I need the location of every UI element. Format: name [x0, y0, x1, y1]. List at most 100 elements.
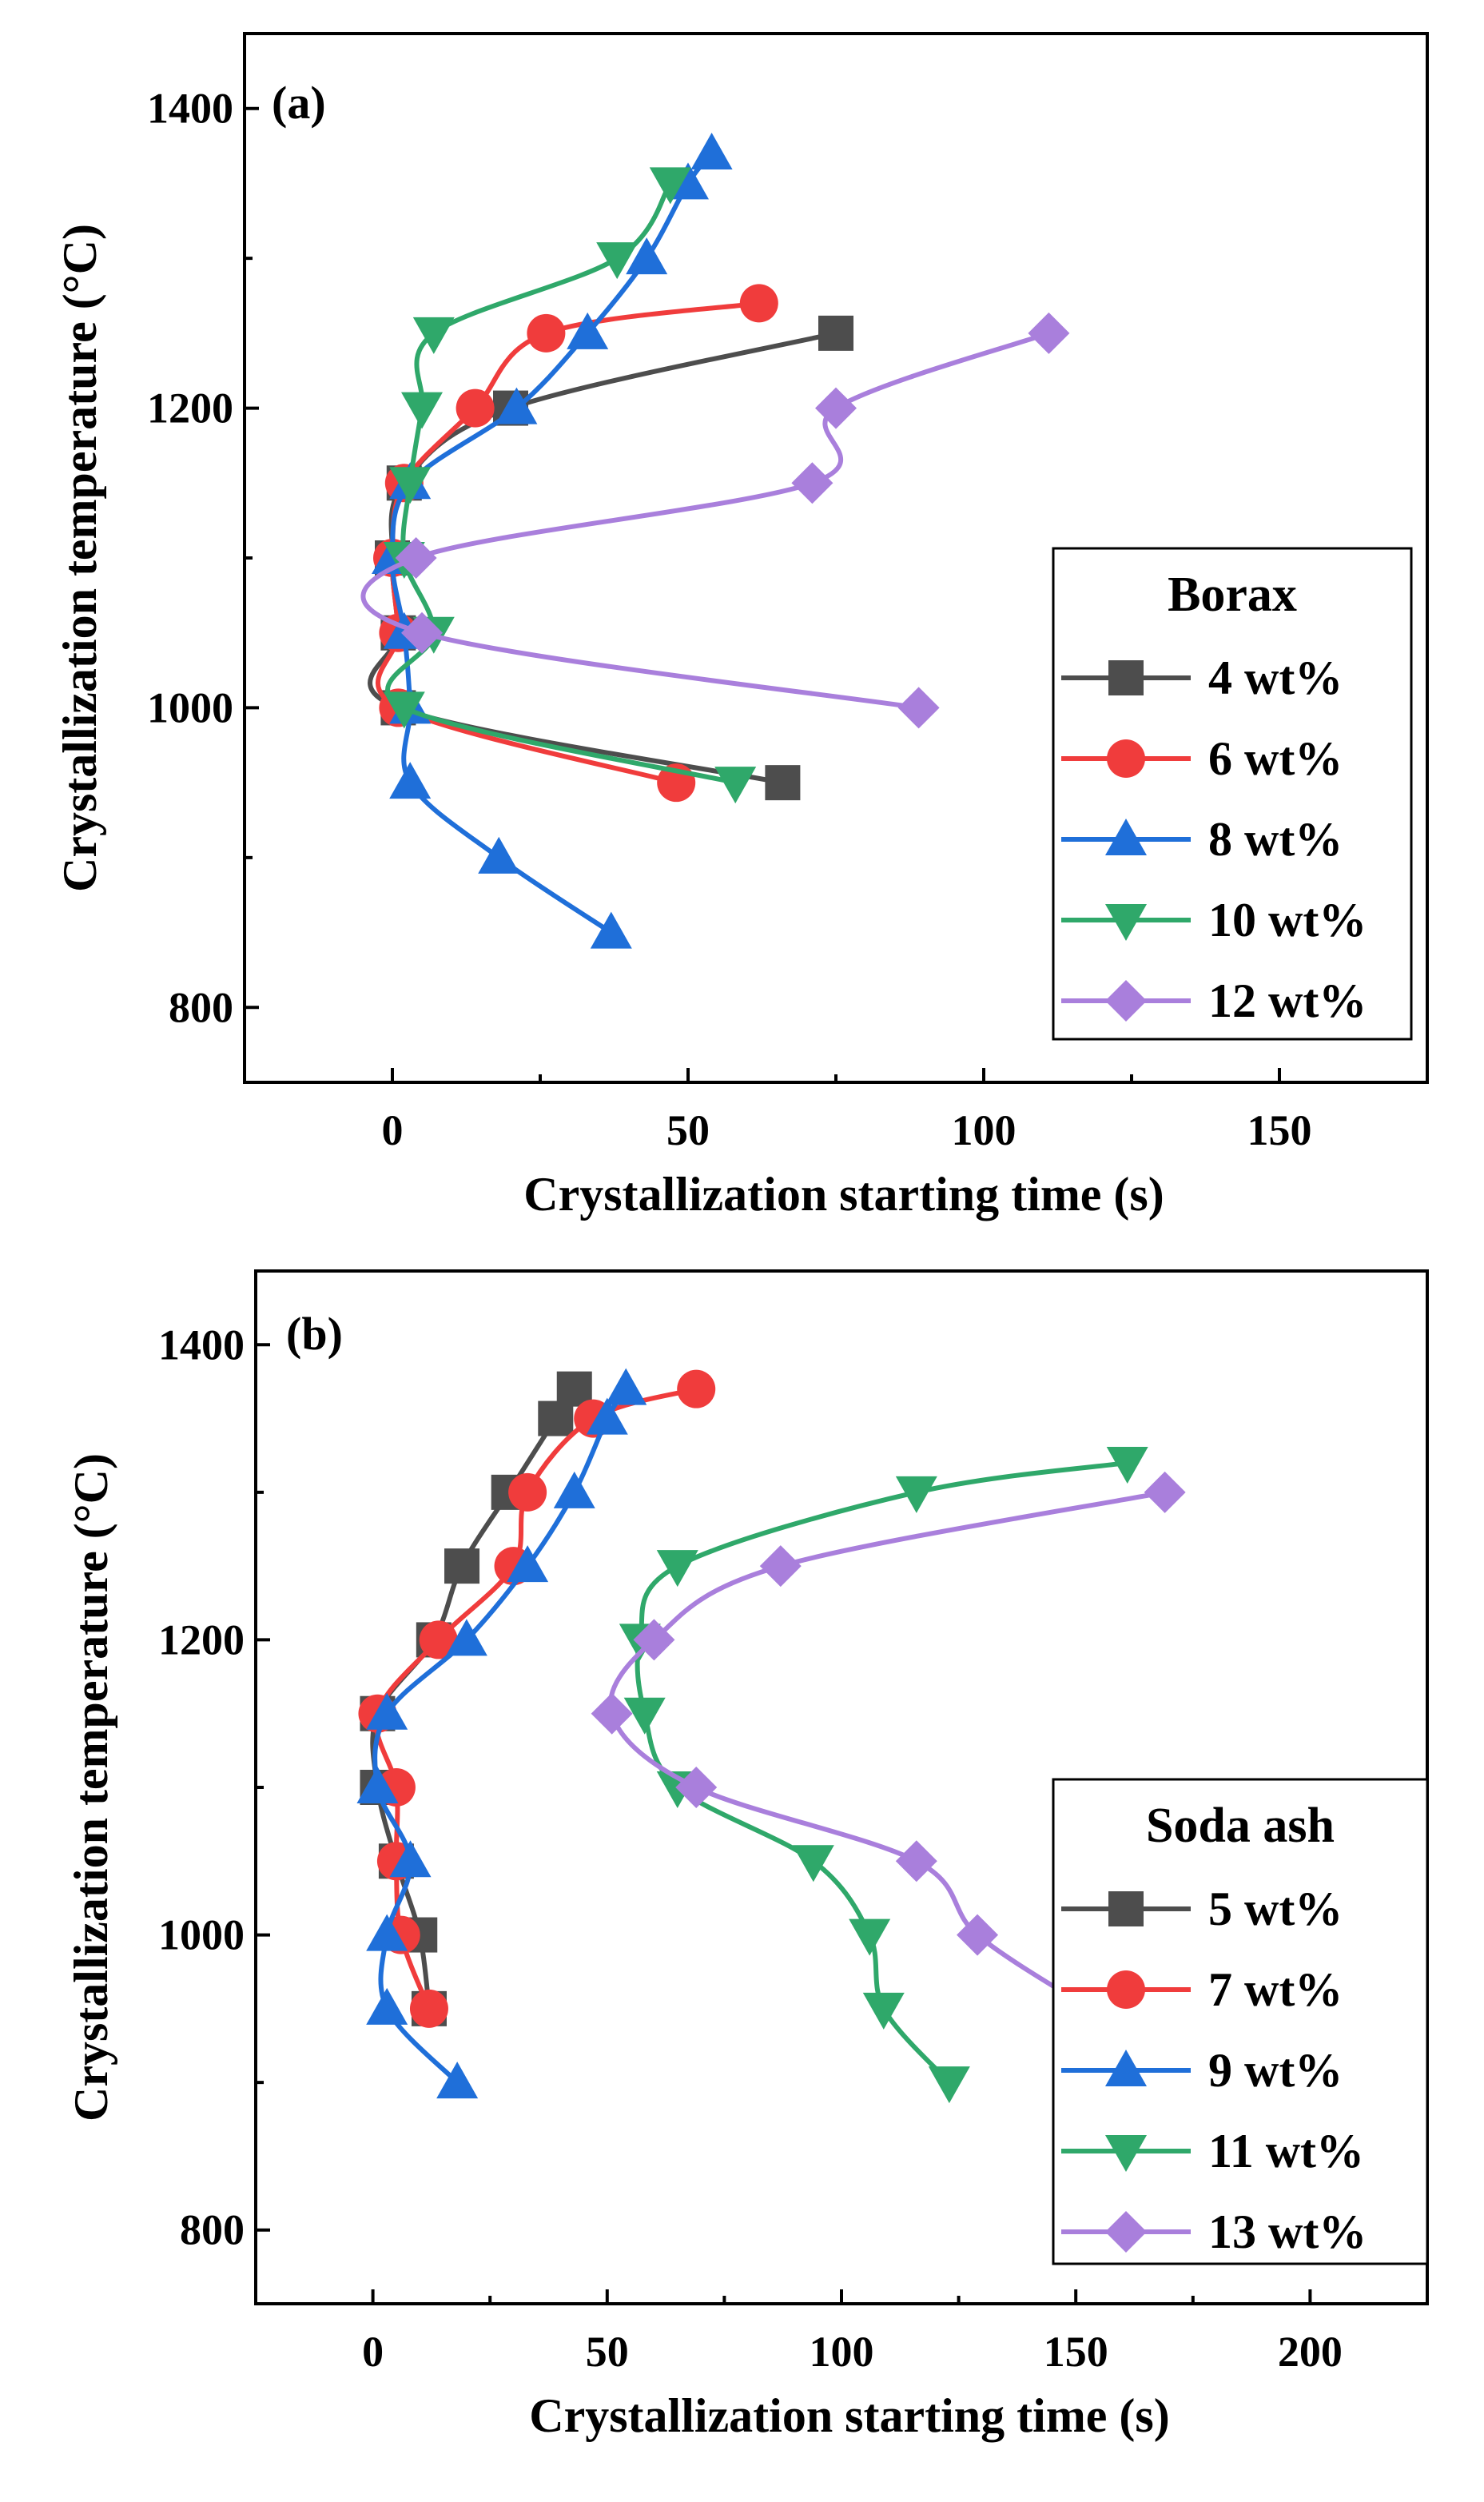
data-point	[897, 687, 940, 729]
data-point	[383, 691, 425, 729]
y-axis-title: Crystallization temperature (°C)	[54, 224, 106, 892]
x-axis-title: Crystallization starting time (s)	[523, 1168, 1164, 1221]
data-point	[507, 1545, 549, 1583]
legend-marker	[1108, 1891, 1144, 1926]
data-point	[792, 1845, 834, 1882]
x-tick-label: 200	[1278, 2328, 1343, 2376]
data-point	[445, 1619, 487, 1656]
series-4-wt-	[368, 315, 853, 801]
x-tick-label: 0	[362, 2328, 384, 2376]
y-tick-label: 1400	[158, 1321, 245, 1369]
data-point	[633, 1619, 675, 1661]
data-point	[596, 242, 639, 280]
legend-label: 9 wt%	[1208, 2044, 1343, 2097]
data-point	[527, 313, 566, 353]
data-point	[626, 237, 668, 275]
series-13-wt-	[591, 1471, 1186, 2030]
legend-label: 12 wt%	[1208, 974, 1367, 1027]
legend-marker	[1105, 980, 1147, 1022]
panel-label: (a)	[272, 77, 326, 129]
data-point	[677, 1369, 716, 1408]
data-point	[791, 462, 834, 504]
data-point	[690, 132, 733, 169]
y-tick-label: 1000	[158, 1911, 245, 1959]
legend-label: 7 wt%	[1208, 1963, 1343, 2016]
data-point	[714, 767, 757, 804]
data-point	[395, 537, 437, 579]
panel-label: (b)	[286, 1308, 343, 1360]
legend-marker	[1105, 2211, 1147, 2253]
y-tick-label: 1200	[158, 1616, 245, 1663]
x-tick-label: 100	[952, 1106, 1017, 1154]
data-point	[366, 1692, 408, 1730]
series-8-wt-	[372, 132, 733, 949]
series-6-wt-	[373, 284, 778, 803]
data-point	[675, 1767, 718, 1808]
data-point	[1144, 1471, 1186, 1513]
data-point	[957, 1914, 999, 1956]
data-point	[538, 1400, 574, 1436]
legend-marker	[1105, 2050, 1147, 2086]
y-axis-title: Crystallization temperature (°C)	[65, 1453, 117, 2122]
legend-label: 11 wt%	[1208, 2125, 1364, 2177]
x-tick-label: 50	[666, 1106, 710, 1154]
data-point	[656, 1550, 698, 1588]
x-tick-label: 150	[1044, 2328, 1108, 2376]
data-point	[605, 1368, 647, 1405]
legend-label: 5 wt%	[1208, 1882, 1343, 1935]
data-point	[412, 317, 455, 354]
series-line	[385, 181, 738, 786]
legend-label: 10 wt%	[1208, 894, 1367, 946]
data-point	[1028, 312, 1070, 354]
data-point	[759, 1545, 802, 1588]
x-axis-title: Crystallization starting time (s)	[529, 2389, 1170, 2442]
y-tick-label: 1000	[147, 683, 233, 731]
legend-box	[1052, 1778, 1429, 2265]
data-point	[849, 1918, 891, 1956]
data-point	[389, 762, 432, 799]
legend-marker	[1107, 739, 1145, 778]
data-point	[895, 1476, 937, 1513]
y-tick-label: 800	[169, 983, 233, 1031]
panel-a: 0 50 100 150 800 1000 1200 1400 Crystallization …	[54, 32, 1429, 1221]
legend-label: 4 wt%	[1208, 651, 1343, 704]
data-point	[895, 1840, 937, 1882]
data-point	[456, 388, 495, 428]
legend-label: 8 wt%	[1208, 813, 1343, 866]
legend-label: 6 wt%	[1208, 732, 1343, 785]
data-point	[567, 312, 609, 349]
legend-box	[1052, 547, 1413, 1041]
series-line	[370, 1386, 577, 2011]
series-line	[376, 301, 762, 786]
series-line	[360, 330, 1052, 711]
data-point	[366, 1914, 408, 1951]
legend-label: 13 wt%	[1208, 2205, 1367, 2258]
data-point	[765, 765, 801, 801]
data-point	[436, 2062, 479, 2099]
data-point	[590, 911, 632, 949]
panel-b: 0 50 100 150 200 800 1000 1200 1400 Crystallizati…	[65, 1269, 1429, 2442]
data-point	[862, 1992, 905, 2030]
series-12-wt-	[360, 312, 1070, 729]
data-point	[591, 1692, 633, 1735]
data-point	[389, 467, 432, 504]
series-10-wt-	[383, 167, 757, 804]
data-point	[356, 1767, 399, 1803]
legend-marker	[1105, 819, 1147, 855]
legend-title: Soda ash	[1146, 1799, 1335, 1853]
y-tick-label: 800	[180, 2206, 245, 2254]
legend-marker	[1107, 1970, 1145, 2009]
series-11-wt-	[619, 1446, 1148, 2104]
data-point	[586, 1397, 628, 1435]
legend: Soda ash 5 wt% 7 wt% 9 wt% 11 wt% 13 wt%	[1052, 1778, 1429, 2265]
legend: Borax 4 wt% 6 wt% 8 wt% 10 wt% 12 wt%	[1052, 547, 1413, 1041]
data-point	[818, 315, 853, 351]
data-point	[366, 1987, 408, 2025]
x-tick-label: 50	[586, 2328, 629, 2376]
data-point	[623, 1697, 666, 1735]
legend-marker	[1105, 2135, 1147, 2172]
legend-marker	[1105, 904, 1147, 941]
data-point	[478, 836, 520, 874]
data-point	[928, 2066, 970, 2104]
